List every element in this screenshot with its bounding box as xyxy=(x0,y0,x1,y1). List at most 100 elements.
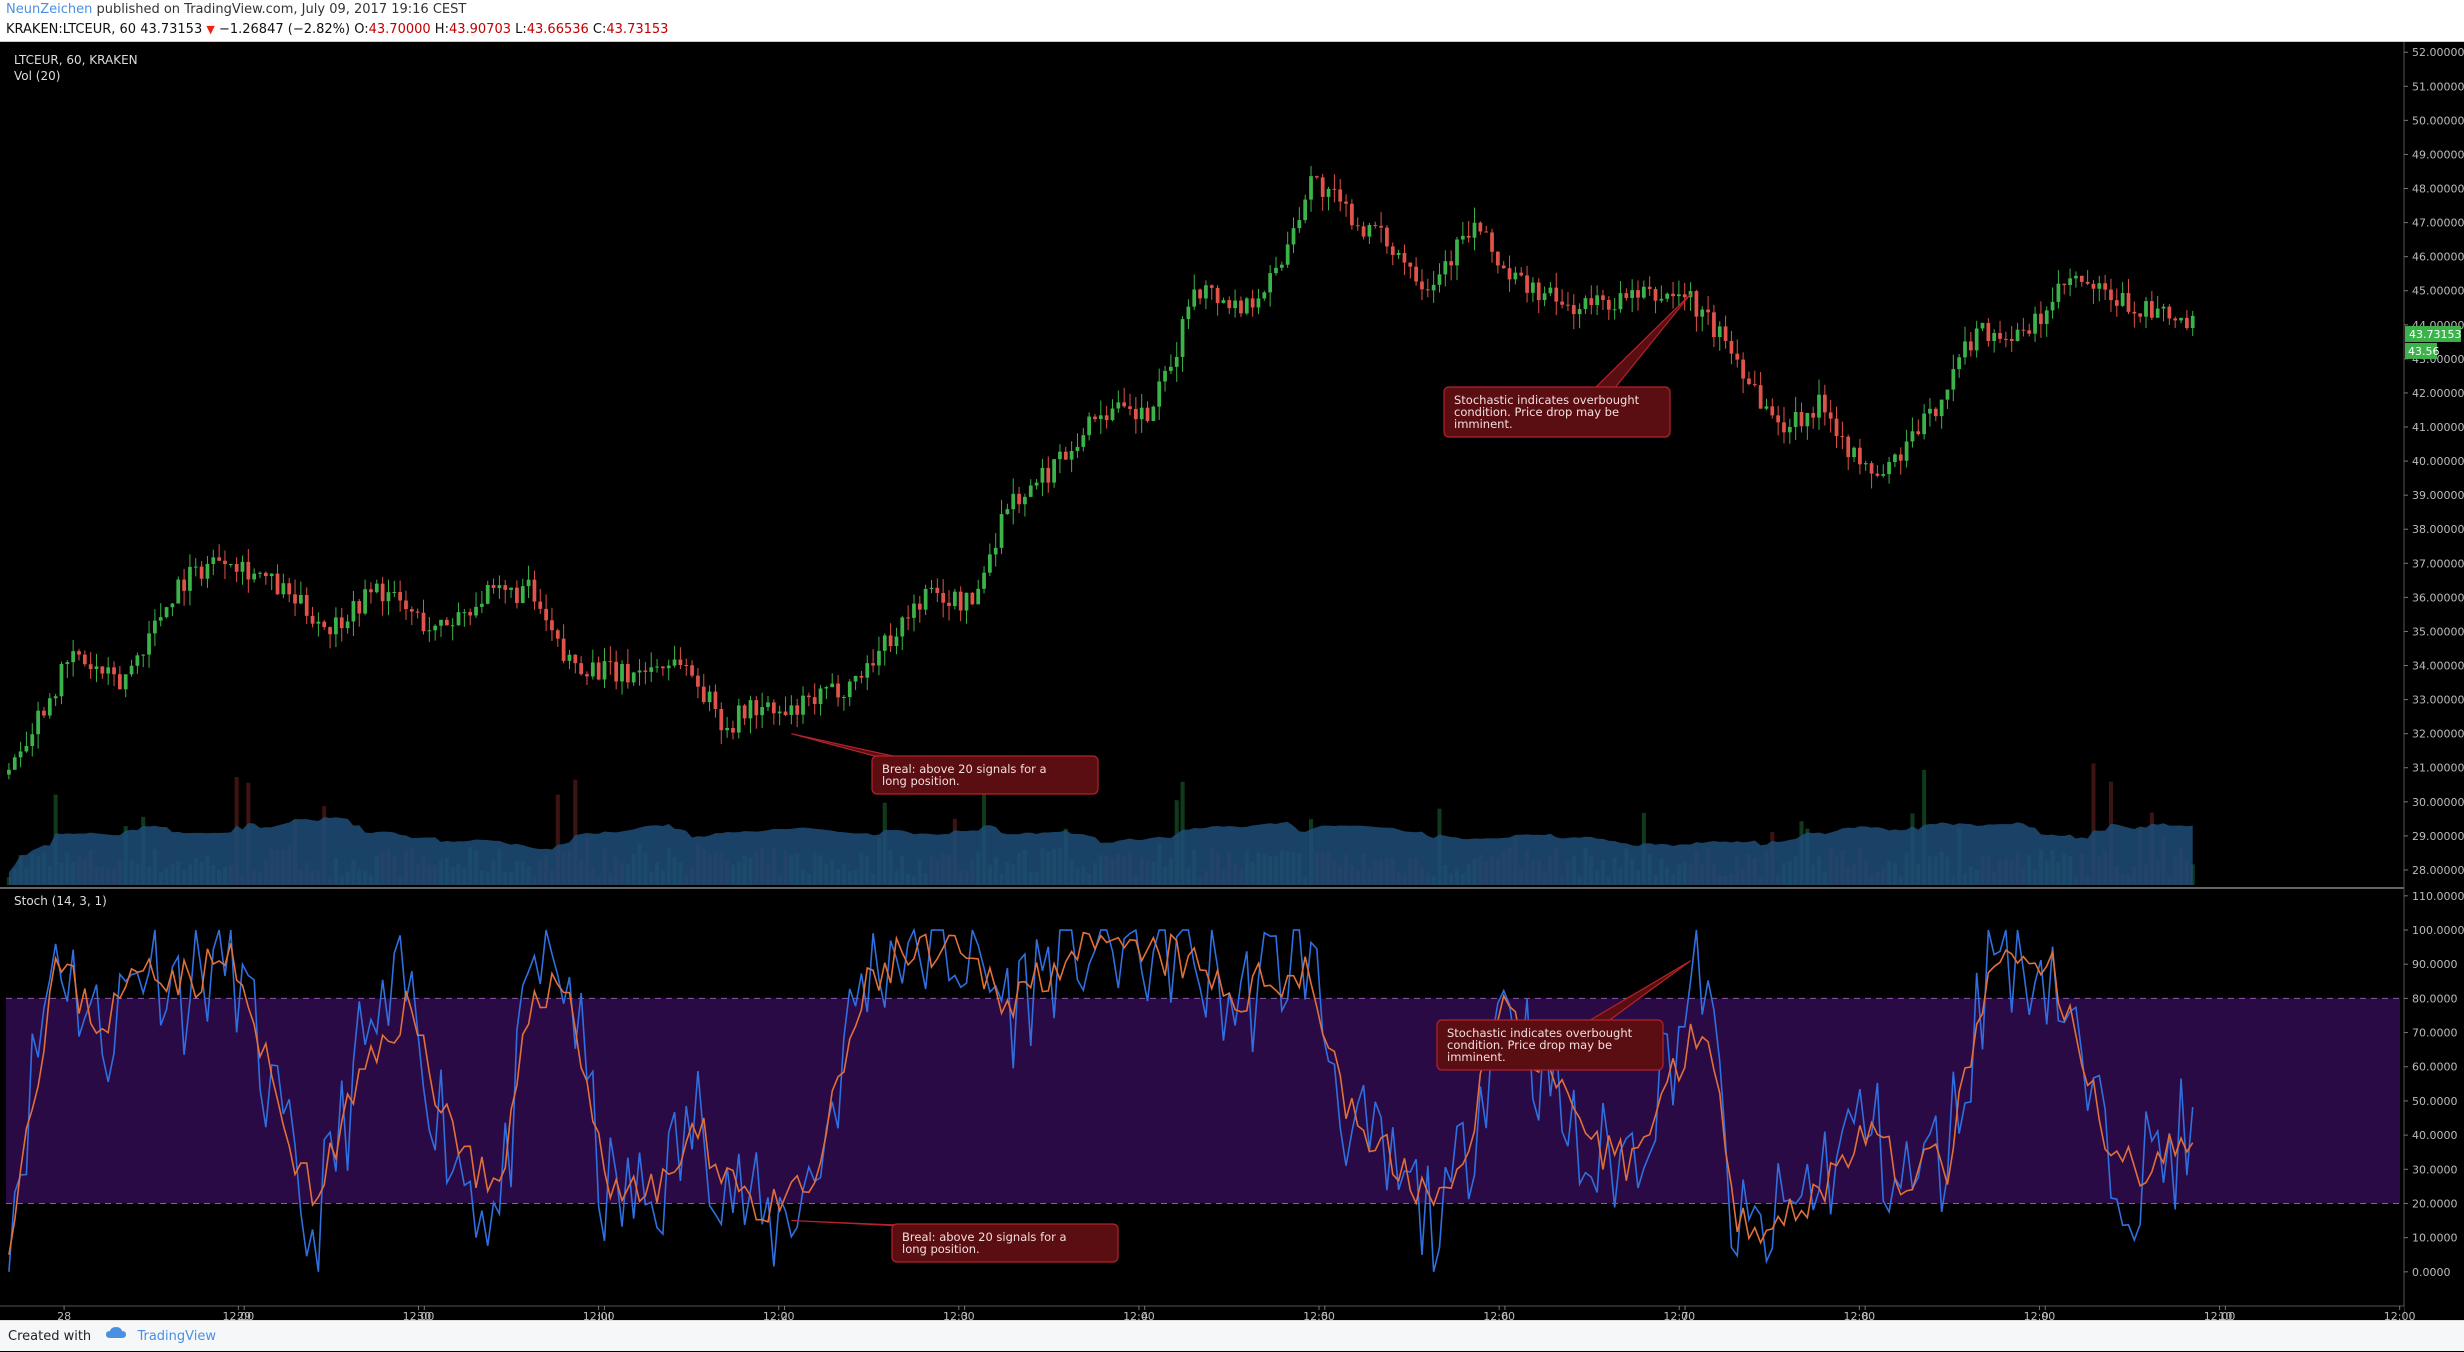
candle-body xyxy=(655,666,659,668)
candle-body xyxy=(661,666,665,669)
price-tick-label: 32.00000 xyxy=(2412,728,2464,741)
tradingview-brand[interactable]: TradingView xyxy=(137,1329,216,1344)
candle-body xyxy=(65,662,70,664)
candle-body xyxy=(1274,267,1278,274)
author-link[interactable]: NeunZeichen xyxy=(6,2,93,17)
candle-body xyxy=(1974,328,1979,351)
candle-body xyxy=(1034,482,1039,486)
candle-body xyxy=(1455,239,1459,266)
candle-body xyxy=(1163,370,1167,382)
candle-body xyxy=(1735,353,1740,360)
candle-body xyxy=(1852,447,1856,458)
candle-body xyxy=(1630,290,1635,298)
candle-body xyxy=(2015,329,2020,342)
price-tick-label: 29.00000 xyxy=(2412,830,2464,843)
stoch-tick-label: 40.0000 xyxy=(2412,1129,2458,1142)
candle-body xyxy=(1116,402,1121,409)
candle-body xyxy=(795,705,800,715)
price-tick-label: 31.00000 xyxy=(2412,762,2464,775)
candle-body xyxy=(1910,431,1915,442)
time-tick-label: 12:00 xyxy=(1123,1310,1155,1320)
price-tick-label: 41.00000 xyxy=(2412,421,2464,434)
candle-body xyxy=(1157,381,1162,407)
candle-body xyxy=(2185,317,2189,328)
candle-body xyxy=(1554,287,1559,302)
candle-body xyxy=(1589,298,1594,306)
candle-body xyxy=(567,654,572,661)
candle-body xyxy=(1460,235,1465,240)
candle-body xyxy=(1414,266,1418,282)
time-tick-label: 2 xyxy=(781,1310,788,1320)
candle-body xyxy=(1425,289,1430,291)
candle-body xyxy=(1221,300,1226,304)
candle-body xyxy=(1215,287,1220,304)
candle-body xyxy=(1846,436,1851,458)
candle-body xyxy=(1787,426,1792,433)
candle-body xyxy=(1811,412,1816,418)
candle-body xyxy=(1595,295,1600,306)
candle-body xyxy=(877,650,881,666)
price-tick-label: 52.00000 xyxy=(2412,46,2464,59)
candle-body xyxy=(1122,402,1127,407)
candle-body xyxy=(631,672,636,683)
candle-body xyxy=(188,566,192,591)
candle-body xyxy=(1507,268,1512,280)
candle-body xyxy=(1023,496,1027,505)
candle-body xyxy=(1881,474,1886,476)
stoch-legend-title: Stoch (14, 3, 1) xyxy=(14,894,107,908)
candle-body xyxy=(958,591,963,611)
candle-body xyxy=(1571,305,1576,315)
candle-body xyxy=(433,625,438,631)
candle-body xyxy=(1904,441,1909,461)
time-tick-label: 12:00 xyxy=(763,1310,795,1320)
candle-body xyxy=(1028,485,1033,497)
candle-body xyxy=(555,630,560,639)
candle-body xyxy=(625,664,630,683)
candle-body xyxy=(1980,322,1985,329)
candle-body xyxy=(7,769,11,775)
candle-body xyxy=(456,612,461,626)
candle-body xyxy=(1449,261,1454,266)
price-tick-label: 46.00000 xyxy=(2412,251,2464,264)
candle-body xyxy=(771,702,776,714)
chart-canvas[interactable]: 52.00000 51.00000 50.00000 49.00000 48.00000… xyxy=(0,42,2464,1320)
candle-body xyxy=(1957,357,1962,370)
candle-body xyxy=(1361,226,1366,237)
candle-body xyxy=(1344,201,1348,204)
candle-body xyxy=(1110,408,1115,421)
candle-body xyxy=(240,561,245,572)
candle-body xyxy=(47,698,52,716)
candle-body xyxy=(1805,412,1810,427)
candle-body xyxy=(1945,389,1950,400)
low-label: L: xyxy=(515,22,527,37)
candle-body xyxy=(2003,338,2008,340)
candle-body xyxy=(310,615,315,624)
candle-body xyxy=(59,663,64,697)
candle-body xyxy=(1869,463,1874,474)
candle-body xyxy=(806,695,811,698)
candle-body xyxy=(112,667,116,675)
candle-body xyxy=(141,654,146,656)
candle-body xyxy=(217,557,221,561)
candle-body xyxy=(234,564,239,572)
last-price-badge xyxy=(2405,325,2461,342)
stoch-tick-label: 60.0000 xyxy=(2412,1061,2458,1074)
candle-body xyxy=(1075,446,1080,452)
time-tick-label: 10 xyxy=(2218,1310,2232,1320)
price-tick-label: 40.00000 xyxy=(2412,455,2464,468)
candle-body xyxy=(1367,224,1372,237)
candle-body xyxy=(1244,298,1249,314)
ma-label: 43.56 xyxy=(2408,345,2440,358)
candle-body xyxy=(1239,300,1243,314)
candle-body xyxy=(135,655,140,666)
candle-body xyxy=(193,566,198,568)
candle-body xyxy=(929,587,934,589)
candle-body xyxy=(1822,394,1827,413)
candle-body xyxy=(1180,319,1185,357)
candle-body xyxy=(334,617,338,635)
candle-body xyxy=(444,619,449,626)
candle-body xyxy=(532,579,537,602)
candle-body xyxy=(398,591,403,601)
candle-body xyxy=(520,586,525,604)
candle-body xyxy=(1618,293,1623,310)
